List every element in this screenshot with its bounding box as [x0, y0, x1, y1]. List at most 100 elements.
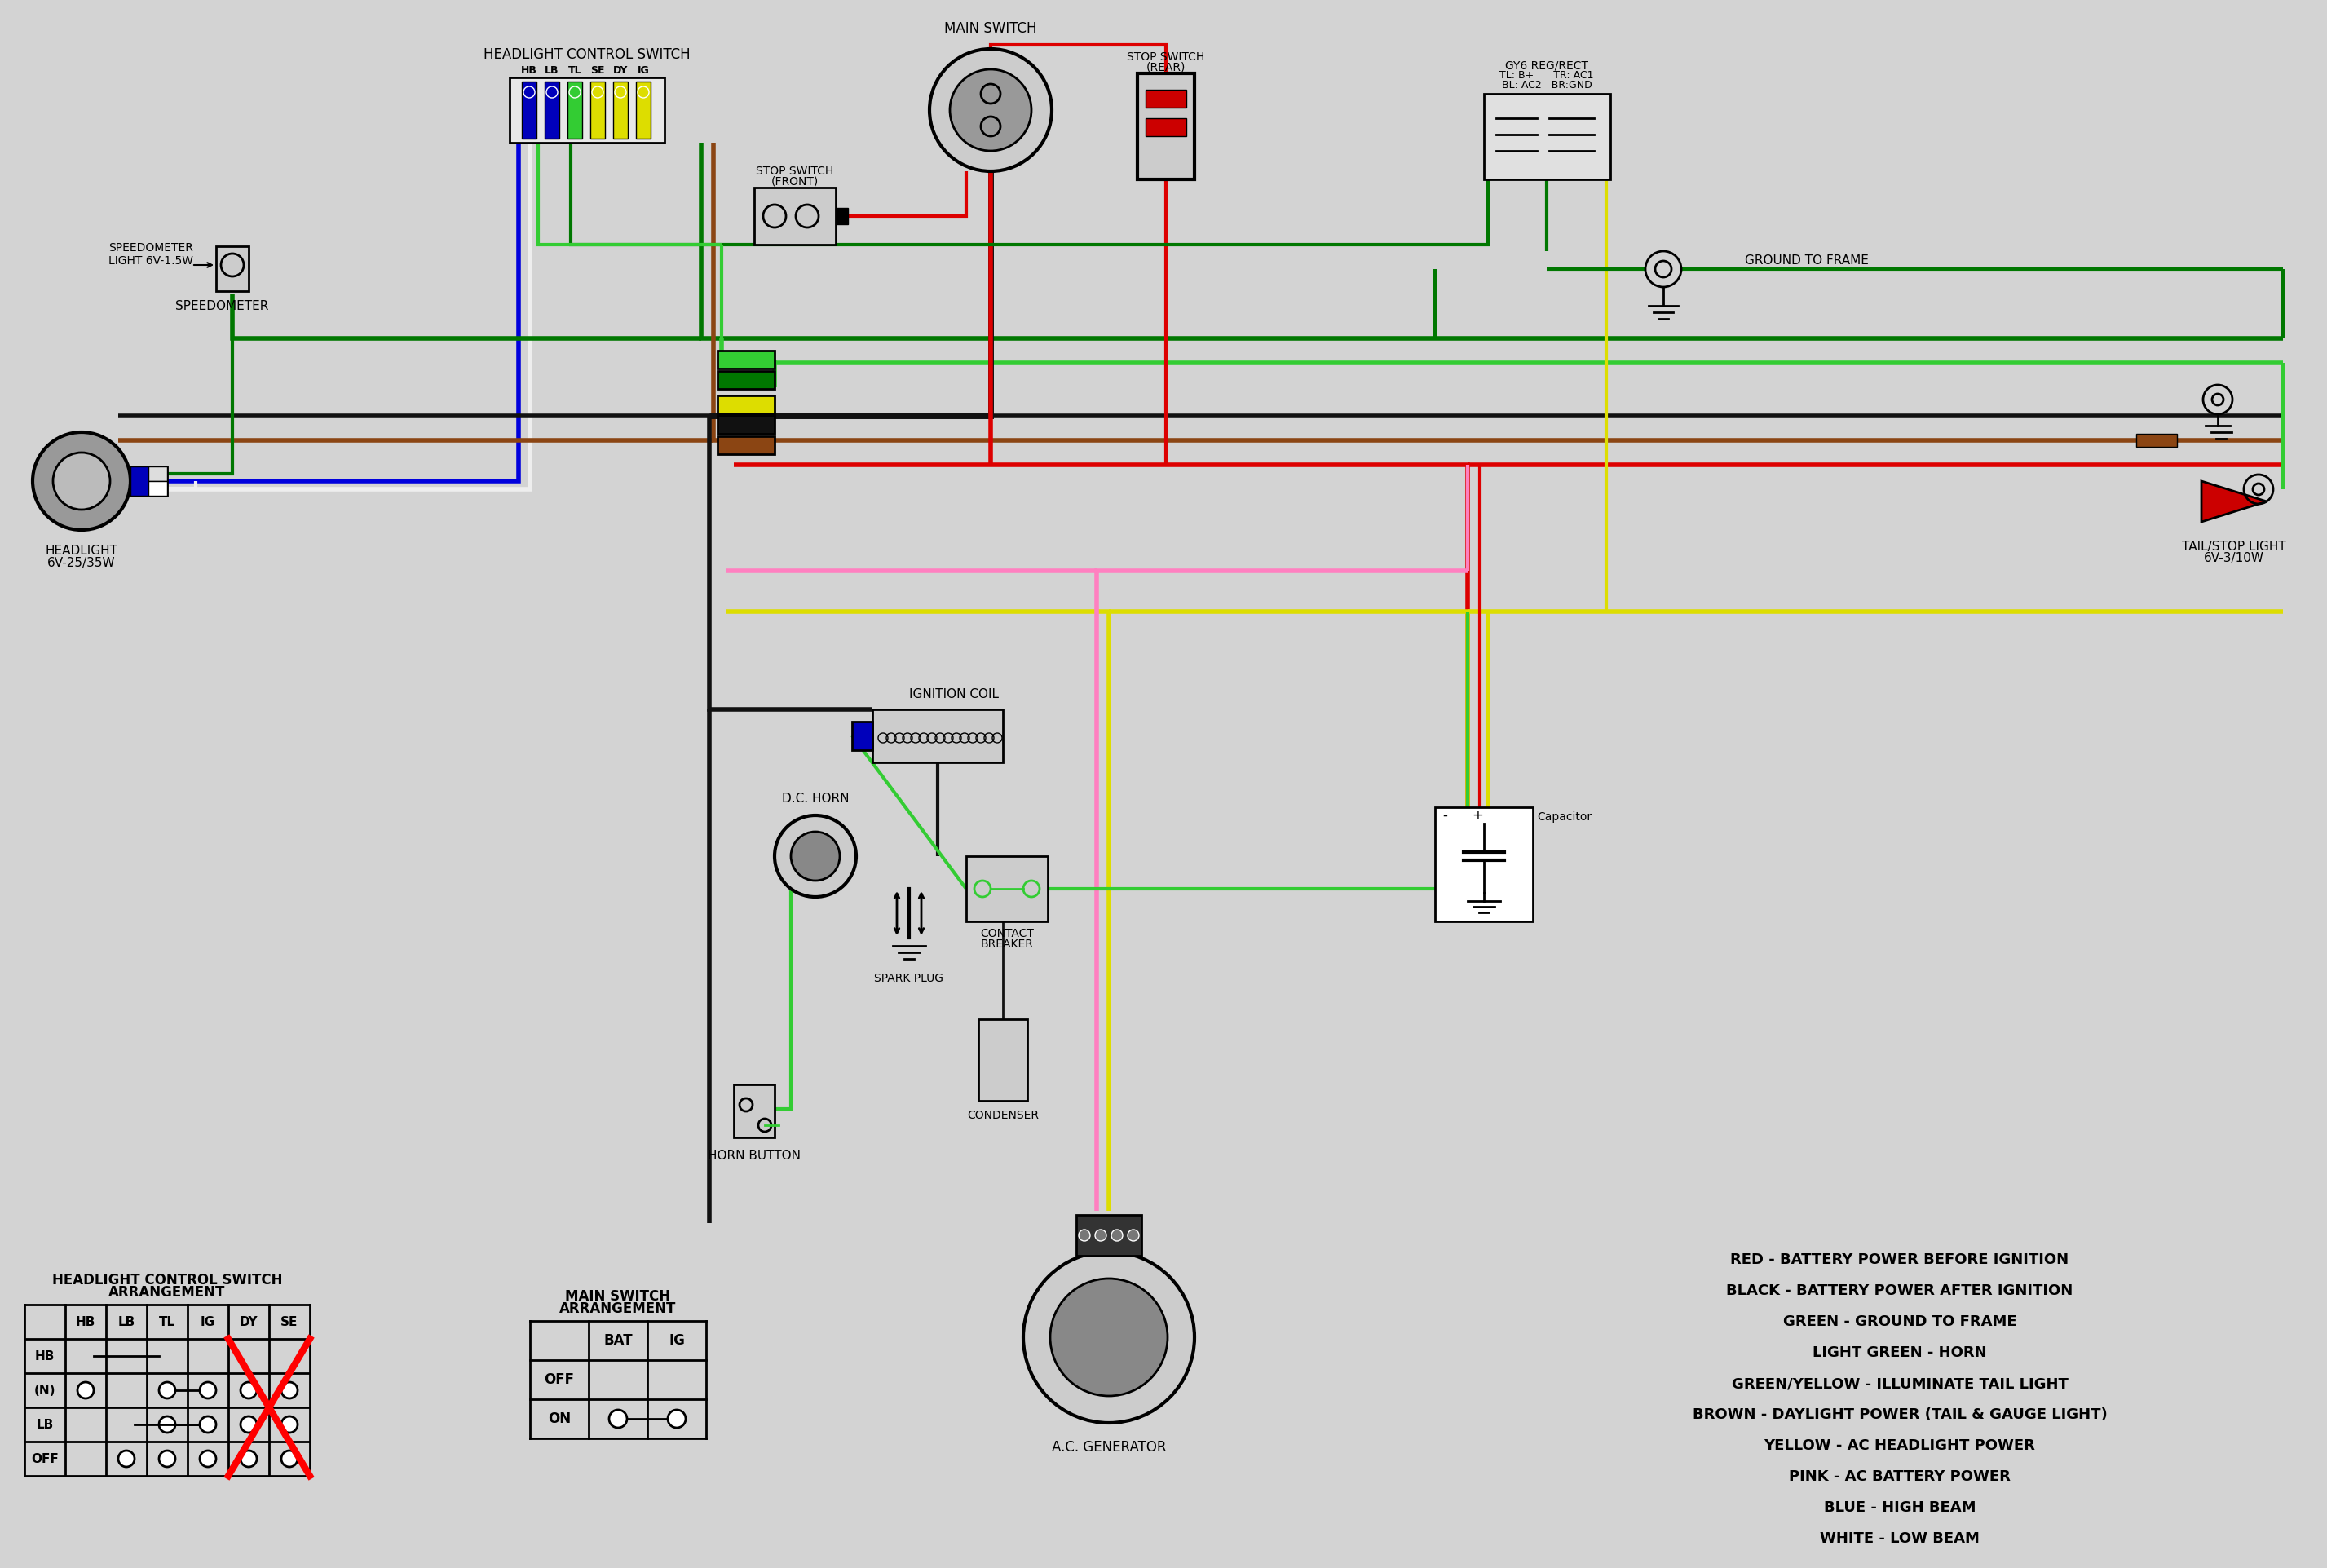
- Bar: [717, 416, 775, 434]
- Text: LB: LB: [37, 1419, 54, 1430]
- Bar: [717, 436, 775, 455]
- Circle shape: [949, 69, 1031, 151]
- Bar: [1138, 74, 1194, 179]
- Circle shape: [668, 1410, 686, 1428]
- Circle shape: [282, 1416, 298, 1433]
- Text: GROUND TO FRAME: GROUND TO FRAME: [1745, 256, 1869, 267]
- Text: 6V-25/35W: 6V-25/35W: [47, 557, 116, 569]
- Circle shape: [1024, 1251, 1194, 1422]
- Circle shape: [1112, 1229, 1122, 1240]
- Text: HEADLIGHT CONTROL SWITCH: HEADLIGHT CONTROL SWITCH: [51, 1273, 282, 1287]
- Text: BREAKER: BREAKER: [980, 939, 1033, 950]
- Circle shape: [158, 1381, 175, 1399]
- Bar: [612, 82, 628, 138]
- Circle shape: [928, 49, 1052, 171]
- Text: IG: IG: [668, 1333, 684, 1348]
- Text: D.C. HORN: D.C. HORN: [782, 793, 849, 806]
- Text: BROWN - DAYLIGHT POWER (TAIL & GAUGE LIGHT): BROWN - DAYLIGHT POWER (TAIL & GAUGE LIG…: [1692, 1408, 2108, 1422]
- Bar: [1077, 1215, 1143, 1256]
- Text: -: -: [1443, 808, 1452, 823]
- Bar: [966, 856, 1047, 922]
- Text: A.C. GENERATOR: A.C. GENERATOR: [1052, 1439, 1166, 1455]
- Text: (REAR): (REAR): [1147, 61, 1187, 72]
- Text: BAT: BAT: [603, 1333, 633, 1348]
- Bar: [216, 246, 249, 292]
- Bar: [521, 82, 538, 138]
- Circle shape: [775, 815, 856, 897]
- Text: MAIN SWITCH: MAIN SWITCH: [565, 1289, 670, 1305]
- Text: OFF: OFF: [30, 1452, 58, 1465]
- Text: SE: SE: [282, 1316, 298, 1328]
- Circle shape: [1096, 1229, 1105, 1240]
- Bar: [149, 466, 168, 481]
- Circle shape: [200, 1450, 216, 1468]
- Bar: [545, 82, 558, 138]
- Text: TL: TL: [158, 1316, 175, 1328]
- Polygon shape: [2201, 481, 2266, 522]
- Text: CONTACT: CONTACT: [980, 928, 1033, 939]
- Text: STOP SWITCH: STOP SWITCH: [756, 166, 833, 177]
- Bar: [1145, 118, 1187, 136]
- Text: YELLOW - AC HEADLIGHT POWER: YELLOW - AC HEADLIGHT POWER: [1764, 1438, 2036, 1454]
- Circle shape: [54, 453, 109, 510]
- Circle shape: [610, 1410, 626, 1428]
- Text: HB: HB: [521, 66, 538, 77]
- Circle shape: [282, 1381, 298, 1399]
- Text: HB: HB: [77, 1316, 95, 1328]
- Circle shape: [240, 1381, 256, 1399]
- Circle shape: [158, 1416, 175, 1433]
- Bar: [130, 466, 149, 495]
- Text: GREEN/YELLOW - ILLUMINATE TAIL LIGHT: GREEN/YELLOW - ILLUMINATE TAIL LIGHT: [1731, 1377, 2069, 1391]
- Text: LB: LB: [545, 66, 558, 77]
- Text: IG: IG: [638, 66, 649, 77]
- Text: DY: DY: [240, 1316, 258, 1328]
- Text: STOP SWITCH: STOP SWITCH: [1126, 52, 1205, 63]
- Text: BL: AC2   BR:GND: BL: AC2 BR:GND: [1501, 80, 1592, 91]
- Text: GY6 REG/RECT: GY6 REG/RECT: [1506, 60, 1589, 71]
- Text: HEADLIGHT: HEADLIGHT: [44, 544, 119, 557]
- Text: BLACK - BATTERY POWER AFTER IGNITION: BLACK - BATTERY POWER AFTER IGNITION: [1727, 1284, 2073, 1298]
- Text: RED - BATTERY POWER BEFORE IGNITION: RED - BATTERY POWER BEFORE IGNITION: [1731, 1253, 2069, 1267]
- Bar: [510, 77, 666, 143]
- Text: HEADLIGHT CONTROL SWITCH: HEADLIGHT CONTROL SWITCH: [484, 47, 691, 63]
- Bar: [733, 1085, 775, 1137]
- Text: (N): (N): [35, 1385, 56, 1397]
- Circle shape: [240, 1450, 256, 1468]
- Text: TAIL/STOP LIGHT: TAIL/STOP LIGHT: [2183, 541, 2285, 552]
- Text: LIGHT GREEN - HORN: LIGHT GREEN - HORN: [1813, 1345, 1987, 1359]
- Text: SE: SE: [591, 66, 605, 77]
- Circle shape: [200, 1381, 216, 1399]
- Bar: [2136, 434, 2178, 447]
- Bar: [568, 82, 582, 138]
- Text: LB: LB: [119, 1316, 135, 1328]
- Text: DY: DY: [612, 66, 628, 77]
- Text: TL: TL: [568, 66, 582, 77]
- Text: ARRANGEMENT: ARRANGEMENT: [558, 1301, 677, 1316]
- Bar: [149, 481, 168, 495]
- Circle shape: [1049, 1278, 1168, 1396]
- Text: MAIN SWITCH: MAIN SWITCH: [945, 22, 1038, 36]
- Bar: [717, 372, 775, 389]
- Circle shape: [1080, 1229, 1089, 1240]
- Circle shape: [158, 1450, 175, 1468]
- Bar: [1145, 89, 1187, 108]
- Text: CONDENSER: CONDENSER: [968, 1110, 1038, 1121]
- Text: ARRANGEMENT: ARRANGEMENT: [109, 1286, 226, 1300]
- Bar: [835, 209, 847, 224]
- Bar: [1485, 94, 1610, 179]
- Text: SPARK PLUG: SPARK PLUG: [875, 972, 945, 985]
- Text: WHITE - LOW BEAM: WHITE - LOW BEAM: [1820, 1532, 1980, 1546]
- Text: 6V-3/10W: 6V-3/10W: [2204, 552, 2264, 564]
- Circle shape: [33, 433, 130, 530]
- Bar: [717, 395, 775, 414]
- Circle shape: [119, 1450, 135, 1468]
- Text: SPEEDOMETER
LIGHT 6V-1.5W: SPEEDOMETER LIGHT 6V-1.5W: [109, 241, 193, 267]
- Text: GREEN - GROUND TO FRAME: GREEN - GROUND TO FRAME: [1782, 1314, 2018, 1330]
- Bar: [873, 709, 1003, 762]
- Text: IG: IG: [200, 1316, 216, 1328]
- Bar: [754, 188, 835, 245]
- Text: ON: ON: [547, 1411, 570, 1427]
- Circle shape: [200, 1416, 216, 1433]
- Circle shape: [791, 831, 840, 881]
- Text: HORN BUTTON: HORN BUTTON: [707, 1149, 800, 1162]
